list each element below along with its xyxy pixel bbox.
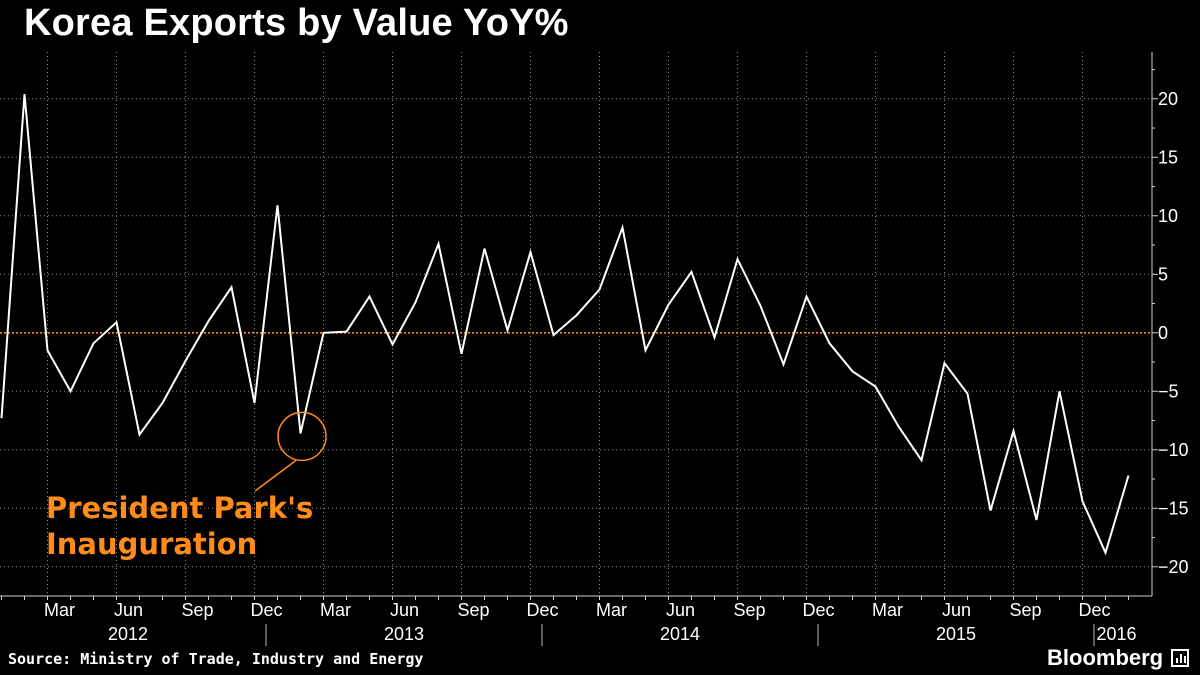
annotation-pointer [254,459,297,492]
annotation-text-line2: Inauguration [46,527,257,561]
x-month-label: Mar [44,600,75,620]
bloomberg-logo: Bloomberg [1047,645,1190,671]
annotation-text-line1: President Park's [46,491,313,525]
x-month-label: Dec [802,600,834,620]
x-year-label: 2014 [660,624,700,644]
x-month-label: Mar [872,600,903,620]
x-month-label: Jun [942,600,971,620]
y-tick-label: 20 [1158,89,1178,109]
x-month-label: Mar [596,600,627,620]
x-year-label: 2013 [384,624,424,644]
x-month-label: Jun [666,600,695,620]
source-note: Source: Ministry of Trade, Industry and … [8,650,424,668]
brand-name: Bloomberg [1047,645,1164,670]
y-tick-label: −20 [1158,557,1189,577]
chart-title: Korea Exports by Value YoY% [24,2,569,44]
x-month-label: Sep [733,600,765,620]
y-tick-label: 5 [1158,264,1168,284]
x-month-label: Sep [457,600,489,620]
data-series [0,94,1130,556]
y-tick-label: −15 [1158,498,1189,518]
bar-chart-icon [1171,649,1190,667]
y-tick-label: −10 [1158,440,1189,460]
y-tick-label: 15 [1158,147,1178,167]
y-tick-label: 0 [1158,323,1168,343]
x-year-label: 2016 [1096,624,1136,644]
x-month-label: Sep [1009,600,1041,620]
x-month-label: Jun [114,600,143,620]
grid-lines [0,52,1152,596]
x-year-label: 2012 [108,624,148,644]
series-line [0,94,1130,556]
x-month-label: Dec [250,600,282,620]
x-month-label: Mar [320,600,351,620]
x-month-label: Dec [526,600,558,620]
x-month-label: Jun [390,600,419,620]
x-year-label: 2015 [936,624,976,644]
x-month-label: Sep [181,600,213,620]
y-tick-label: 10 [1158,206,1178,226]
annotation-circle [277,411,327,462]
y-tick-label: −5 [1158,381,1179,401]
x-month-label: Dec [1078,600,1110,620]
